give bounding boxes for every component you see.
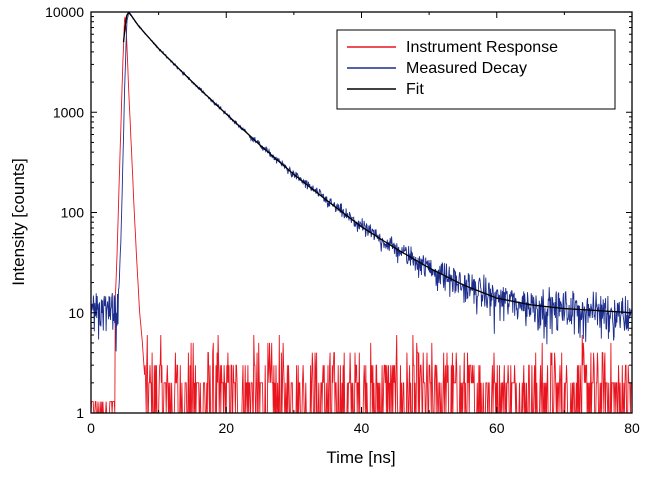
series-instrument-response: [91, 16, 632, 413]
y-tick-label: 10000: [45, 4, 84, 20]
y-tick-label: 100: [61, 205, 85, 221]
series-fit: [122, 12, 631, 314]
ticks-layer: 0 20 40 60 80 1 10 100 1000 10000: [45, 4, 640, 436]
x-axis-title: Time [ns]: [326, 448, 395, 467]
series-layer: [91, 12, 632, 413]
x-tick-label: 80: [624, 420, 640, 436]
legend: Instrument Response Measured Decay Fit: [336, 29, 616, 110]
legend-label: Measured Decay: [406, 60, 527, 77]
x-tick-label: 0: [87, 420, 95, 436]
y-axis-title: Intensity [counts]: [9, 158, 28, 286]
y-tick-label: 10: [68, 305, 84, 321]
x-tick-label: 20: [218, 420, 234, 436]
x-tick-label: 60: [489, 420, 505, 436]
legend-box: [336, 29, 616, 110]
legend-label: Fit: [406, 81, 424, 98]
y-tick-label: 1: [76, 405, 84, 421]
legend-label: Instrument Response: [406, 39, 558, 56]
y-tick-label: 1000: [53, 104, 84, 120]
x-tick-label: 40: [354, 420, 370, 436]
